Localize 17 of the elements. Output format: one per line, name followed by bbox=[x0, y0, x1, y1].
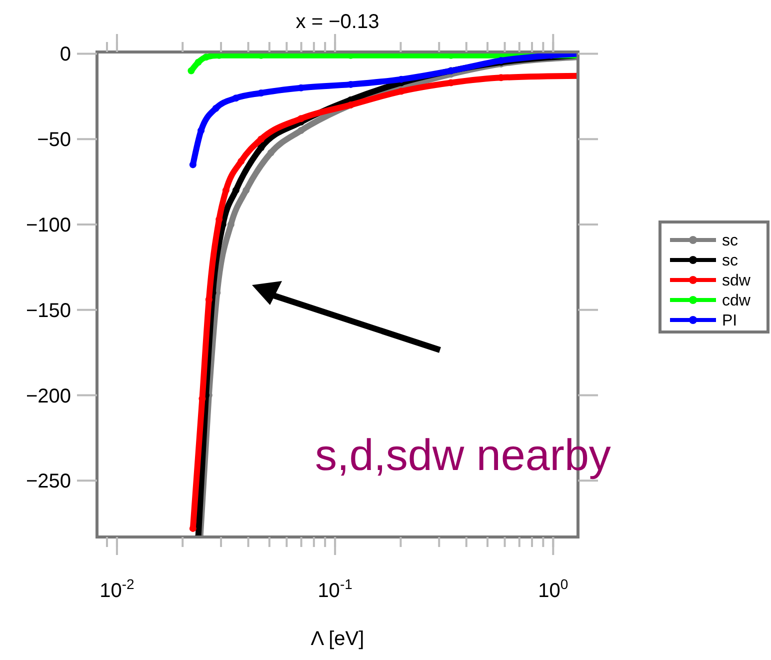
y-tick-label: −100 bbox=[26, 214, 71, 236]
y-tick-label: 0 bbox=[60, 44, 71, 66]
legend-label: sdw bbox=[722, 272, 751, 290]
y-tick-label: −200 bbox=[26, 385, 71, 408]
y-tick-label: −150 bbox=[26, 300, 71, 322]
legend-label: PI bbox=[722, 312, 738, 330]
x-tick-label: 10$^{0}$ bbox=[538, 576, 568, 602]
legend-label: sc bbox=[722, 232, 738, 250]
y-tick-label: −50 bbox=[37, 129, 71, 152]
legend-label: cdw bbox=[722, 292, 751, 310]
y-tick-label: −250 bbox=[26, 470, 71, 493]
x-axis-title: Λ [eV] bbox=[310, 628, 364, 650]
x-tick-label: 10$^{-1}$ bbox=[318, 576, 353, 602]
x-tick-label: 10$^{-2}$ bbox=[100, 576, 135, 602]
chart-title: x = −0.13 bbox=[296, 11, 380, 33]
annotation: s,d,sdw nearby bbox=[315, 431, 611, 480]
legend-label: sc bbox=[722, 252, 738, 270]
